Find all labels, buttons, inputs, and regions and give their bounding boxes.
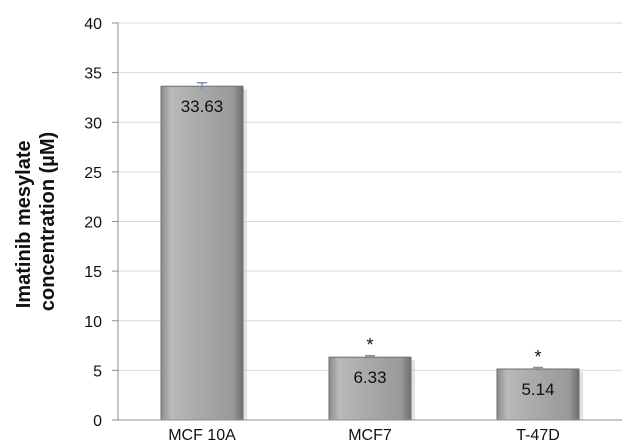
x-tick-label: MCF7 (348, 427, 392, 443)
bar (496, 368, 580, 421)
y-tick-label: 20 (84, 215, 102, 232)
data-label: 6.33 (353, 368, 386, 387)
y-tick-label: 25 (84, 165, 102, 182)
x-tick-label: T-47D (516, 427, 560, 443)
data-label: 5.14 (521, 380, 554, 399)
bar (328, 356, 412, 421)
y-axis-title-line-1: Imatinib mesylate (13, 140, 35, 308)
bars: 33.63 6.33 * 5.14 * (160, 81, 583, 421)
y-tick-label: 5 (93, 363, 102, 380)
y-tick-label: 40 (84, 16, 102, 33)
significance-marker: * (366, 335, 373, 355)
y-axis-title: Imatinib mesylate concentration (µM) (13, 132, 59, 311)
y-tick-label: 35 (84, 66, 102, 83)
y-axis: 0 5 10 15 20 25 30 35 40 (84, 16, 119, 430)
significance-marker: * (534, 347, 541, 367)
y-tick-label: 0 (93, 413, 102, 430)
y-tick-label: 30 (84, 115, 102, 132)
x-tick-label: MCF 10A (168, 427, 236, 443)
x-axis: MCF 10A MCF7 T-47D (118, 419, 622, 443)
y-tick-label: 15 (84, 264, 102, 281)
bar (160, 85, 244, 421)
y-axis-title-line-2: concentration (µM) (37, 132, 59, 311)
data-label: 33.63 (181, 97, 224, 116)
y-tick-label: 10 (84, 314, 102, 331)
